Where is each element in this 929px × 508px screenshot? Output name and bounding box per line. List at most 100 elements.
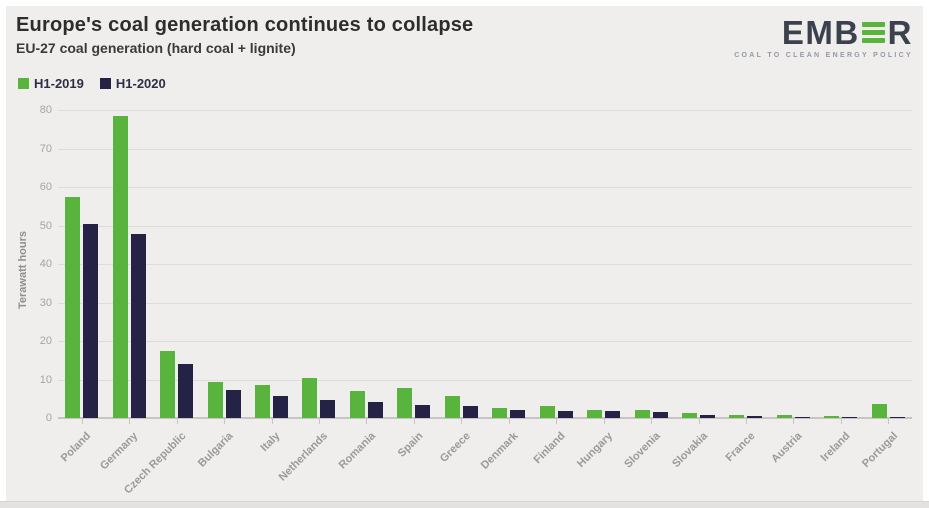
bar-h1-2019-finland [539, 406, 555, 418]
plot-area [58, 110, 912, 424]
bar-h1-2019-france [729, 415, 745, 418]
x-label-text: Poland [58, 430, 94, 465]
gridline-60 [58, 187, 912, 188]
logo-wordmark: EMB R [734, 16, 913, 49]
bar-group-ireland [817, 110, 864, 418]
bar-group-czech-republic [153, 110, 200, 418]
x-label-text: Romania [336, 430, 378, 472]
gridline-30 [58, 302, 912, 304]
legend-label-h1-2020: H1-2020 [115, 76, 166, 91]
x-tick-poland [81, 418, 83, 424]
y-tick-60: 60 [39, 181, 52, 193]
bar-h1-2020-ireland [842, 417, 858, 418]
logo-text-right: R [887, 14, 913, 51]
bar-group-greece [438, 110, 485, 418]
bar-h1-2019-bulgaria [207, 382, 223, 418]
bar-h1-2020-france [747, 416, 763, 418]
bar-h1-2020-netherlands [320, 400, 336, 418]
x-tick-greece [461, 418, 463, 424]
bar-h1-2020-poland [83, 224, 99, 418]
x-label-text: Finland [531, 430, 568, 467]
x-label-text: Austria [769, 430, 805, 466]
bar-h1-2020-slovakia [699, 415, 715, 418]
bar-group-italy [248, 110, 295, 418]
x-label-text: Germany [98, 430, 141, 473]
x-tick-czech-republic [176, 418, 178, 424]
ember-logo: EMB R COAL TO CLEAN ENERGY POLICY [734, 16, 913, 59]
bar-h1-2019-italy [254, 385, 270, 418]
x-label-text: Spain [395, 430, 426, 460]
x-tick-netherlands [318, 418, 320, 424]
bar-group-hungary [580, 110, 627, 418]
legend-item-h1-2020: H1-2020 [99, 76, 166, 91]
bar-h1-2020-portugal [889, 417, 905, 418]
x-tick-ireland [840, 418, 842, 424]
bar-h1-2019-denmark [492, 408, 508, 418]
bar-h1-2020-spain [415, 405, 431, 418]
bar-group-spain [390, 110, 437, 418]
gridline-20 [58, 341, 912, 342]
y-axis-label: Terawatt hours [17, 230, 29, 310]
bar-h1-2019-czech-republic [160, 351, 176, 418]
x-label-text: Greece [437, 430, 473, 465]
bar-group-denmark [485, 110, 532, 418]
bar-h1-2019-germany [112, 116, 128, 418]
chart-card: Europe's coal generation continues to co… [6, 6, 923, 501]
bar-h1-2020-germany [130, 234, 146, 418]
x-label-text: Denmark [478, 430, 521, 472]
x-label-text: Italy [258, 430, 283, 455]
x-tick-romania [366, 418, 368, 424]
bar-h1-2020-bulgaria [225, 390, 241, 418]
bar-h1-2019-slovakia [681, 413, 697, 418]
legend-item-h1-2019: H1-2019 [18, 76, 84, 91]
bar-group-finland [532, 110, 579, 418]
y-tick-10: 10 [39, 373, 52, 386]
x-tick-hungary [603, 418, 605, 424]
bar-h1-2019-austria [776, 415, 792, 418]
gridline-40 [58, 264, 912, 265]
gridline-70 [58, 148, 912, 150]
bar-h1-2020-hungary [605, 411, 621, 418]
bar-h1-2020-czech-republic [178, 364, 194, 418]
y-tick-70: 70 [39, 142, 52, 155]
x-tick-france [745, 418, 747, 424]
bar-group-austria [770, 110, 817, 418]
x-label-text: Slovakia [669, 430, 710, 471]
bar-h1-2019-poland [65, 197, 81, 418]
x-label-text: Hungary [575, 430, 616, 471]
logo-tagline: COAL TO CLEAN ENERGY POLICY [734, 52, 913, 59]
bar-group-slovenia [627, 110, 674, 418]
x-axis-line [58, 417, 912, 419]
gridline-10 [58, 379, 912, 381]
bar-group-bulgaria [200, 110, 247, 418]
bar-group-slovakia [675, 110, 722, 418]
x-label-text: Portugal [859, 430, 900, 471]
bar-group-romania [343, 110, 390, 418]
legend-label-h1-2019: H1-2019 [34, 76, 84, 91]
bar-h1-2020-austria [794, 417, 810, 418]
x-tick-finland [556, 418, 558, 424]
y-tick-20: 20 [39, 335, 52, 347]
bar-group-france [722, 110, 769, 418]
x-tick-portugal [888, 418, 890, 424]
chart-subtitle: EU-27 coal generation (hard coal + ligni… [16, 40, 296, 56]
x-tick-denmark [508, 418, 510, 424]
logo-text-left: EMB [781, 14, 860, 51]
bar-h1-2020-slovenia [652, 412, 668, 418]
x-tick-bulgaria [224, 418, 226, 424]
y-tick-30: 30 [39, 296, 52, 309]
bar-h1-2020-italy [272, 396, 288, 418]
bar-h1-2019-slovenia [634, 410, 650, 418]
bar-group-poland [58, 110, 105, 418]
bottom-edge-strip [0, 501, 929, 508]
bar-h1-2019-romania [349, 391, 365, 418]
y-tick-50: 50 [39, 219, 52, 232]
x-tick-slovakia [698, 418, 700, 424]
y-tick-0: 0 [45, 412, 52, 424]
y-tick-40: 40 [39, 258, 52, 270]
gridline-50 [58, 225, 912, 227]
x-tick-slovenia [651, 418, 653, 424]
bar-h1-2020-finland [557, 411, 573, 418]
gridline-80 [58, 110, 912, 111]
x-label-text: Slovenia [622, 430, 663, 471]
